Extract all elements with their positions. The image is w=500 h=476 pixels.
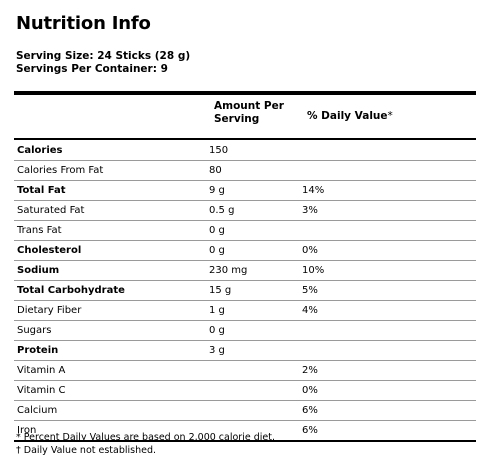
nutrient-name: Calcium — [17, 405, 58, 416]
table-row: Vitamin C 0% — [14, 381, 476, 401]
table-row: Protein 3 g — [14, 341, 476, 361]
table-row: Sodium 230 mg 10% — [14, 261, 476, 281]
nutrient-name: Total Carbohydrate — [17, 285, 125, 296]
table-row: Saturated Fat 0.5 g 3% — [14, 201, 476, 221]
nutrient-name: Sugars — [17, 325, 52, 336]
nutrient-daily-value: 6% — [302, 405, 318, 416]
table-row: Calories 150 — [14, 141, 476, 161]
nutrient-amount: 0 g — [209, 325, 225, 336]
servings-per-container: Servings Per Container: 9 — [16, 63, 168, 75]
nutrient-name: Calories From Fat — [17, 165, 104, 176]
nutrient-amount: 1 g — [209, 305, 225, 316]
nutrient-daily-value: 10% — [302, 265, 325, 276]
nutrient-name: Vitamin A — [17, 365, 66, 376]
nutrient-amount: 80 — [209, 165, 222, 176]
amount-header-line1: Amount Per — [214, 100, 284, 112]
amount-header-line2: Serving — [214, 113, 260, 125]
nutrient-amount: 0 g — [209, 245, 225, 256]
nutrient-name: Sodium — [17, 265, 60, 276]
nutrient-daily-value: 0% — [302, 245, 318, 256]
daily-value-header-star: * — [387, 110, 393, 122]
footnotes: * Percent Daily Values are based on 2,00… — [16, 431, 275, 457]
nutrient-amount: 15 g — [209, 285, 232, 296]
nutrient-name: Protein — [17, 345, 59, 356]
table-row: Dietary Fiber 1 g 4% — [14, 301, 476, 321]
table-row: Trans Fat 0 g — [14, 221, 476, 241]
table-row: Calcium 6% — [14, 401, 476, 421]
serving-info: Serving Size: 24 Sticks (28 g) Servings … — [16, 50, 190, 76]
nutrient-amount: 150 — [209, 145, 229, 156]
serving-size: Serving Size: 24 Sticks (28 g) — [16, 50, 191, 62]
nutrient-daily-value: 4% — [302, 305, 318, 316]
table-row: Iron 6% — [14, 421, 476, 442]
nutrient-name: Cholesterol — [17, 245, 82, 256]
footnote-not-established: † Daily Value not established. — [16, 445, 157, 456]
daily-value-header: % Daily Value* — [307, 110, 393, 123]
nutrient-amount: 3 g — [209, 345, 225, 356]
nutrient-name: Saturated Fat — [17, 205, 85, 216]
nutrient-name: Vitamin C — [17, 385, 66, 396]
nutrient-daily-value: 6% — [302, 425, 318, 436]
nutrient-name: Dietary Fiber — [17, 305, 82, 316]
nutrient-daily-value: 3% — [302, 205, 318, 216]
nutrient-name: Total Fat — [17, 185, 66, 196]
nutrient-daily-value: 5% — [302, 285, 318, 296]
daily-value-header-label: % Daily Value — [307, 110, 388, 122]
nutrient-name: Iron — [17, 425, 37, 436]
table-row: Calories From Fat 80 — [14, 161, 476, 181]
nutrient-amount: 9 g — [209, 185, 225, 196]
amount-per-serving-header: Amount Per Serving — [214, 100, 294, 126]
nutrient-amount: 0 g — [209, 225, 225, 236]
page-title: Nutrition Info — [16, 13, 151, 34]
footnote-daily-values: * Percent Daily Values are based on 2,00… — [16, 432, 275, 443]
nutrient-daily-value: 14% — [302, 185, 325, 196]
table-row: Total Carbohydrate 15 g 5% — [14, 281, 476, 301]
nutrient-name: Trans Fat — [17, 225, 62, 236]
nutrient-amount: 230 mg — [209, 265, 248, 276]
nutrient-daily-value: 0% — [302, 385, 318, 396]
nutrient-name: Calories — [17, 145, 63, 156]
nutrition-table: Calories 150 Calories From Fat 80 Total Fat 9… — [14, 141, 476, 442]
table-row: Vitamin A 2% — [14, 361, 476, 381]
table-row: Sugars 0 g — [14, 321, 476, 341]
nutrient-amount: 0.5 g — [209, 205, 235, 216]
table-row: Total Fat 9 g 14% — [14, 181, 476, 201]
table-row: Cholesterol 0 g 0% — [14, 241, 476, 261]
thick-divider — [14, 91, 476, 95]
nutrient-daily-value: 2% — [302, 365, 318, 376]
header-divider — [14, 138, 476, 140]
